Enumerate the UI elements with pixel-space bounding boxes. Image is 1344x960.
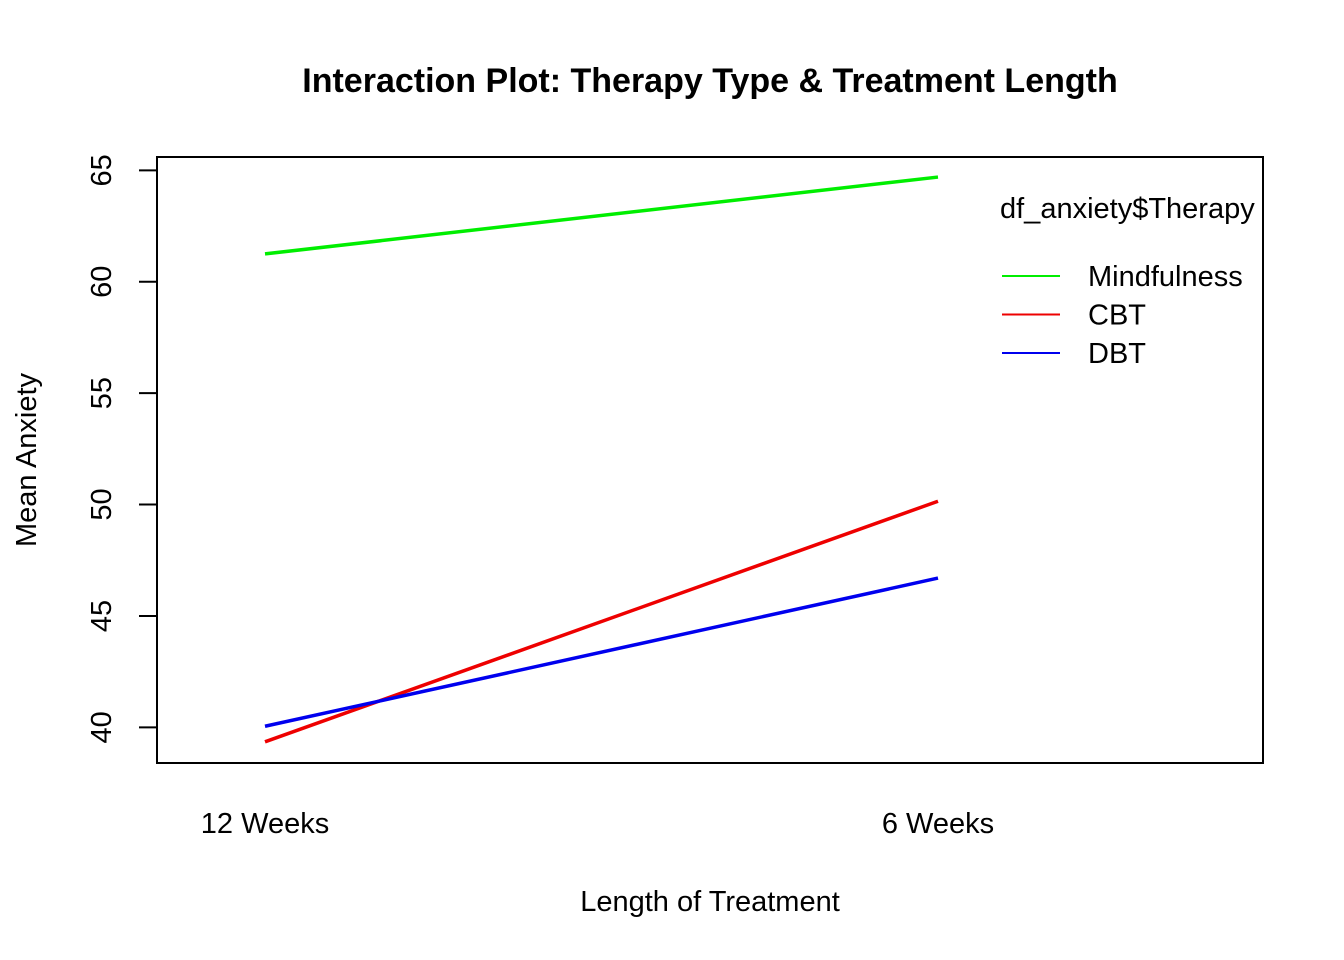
legend: df_anxiety$Therapy Mindfulness CBT DBT <box>1000 193 1255 370</box>
y-tick-label: 50 <box>86 488 118 520</box>
series-lines <box>264 175 939 744</box>
y-axis-label: Mean Anxiety <box>11 372 43 547</box>
chart-title: Interaction Plot: Therapy Type & Treatme… <box>302 62 1117 100</box>
legend-title: df_anxiety$Therapy <box>1000 193 1255 225</box>
y-axis: 40 45 50 55 60 65 <box>86 154 158 743</box>
legend-label-dbt: DBT <box>1088 338 1146 370</box>
series-line-mindfulness <box>264 175 939 256</box>
y-tick-label: 40 <box>86 711 118 743</box>
legend-label-cbt: CBT <box>1088 300 1146 332</box>
x-axis: 12 Weeks 6 Weeks <box>201 808 994 840</box>
y-tick-label: 60 <box>86 266 118 298</box>
x-axis-label: Length of Treatment <box>580 886 840 918</box>
series-line-dbt <box>264 576 939 728</box>
y-tick-label: 55 <box>86 377 118 409</box>
x-tick-label: 12 Weeks <box>201 808 329 840</box>
y-tick-label: 65 <box>86 154 118 186</box>
x-tick-label: 6 Weeks <box>882 808 994 840</box>
legend-label-mindfulness: Mindfulness <box>1088 261 1243 293</box>
y-tick-label: 45 <box>86 600 118 632</box>
